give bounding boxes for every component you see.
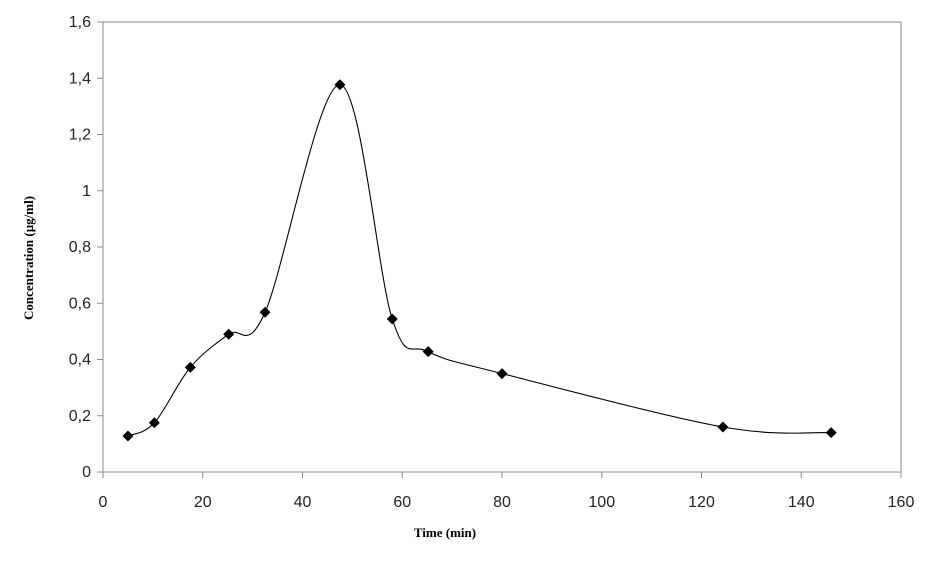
x-axis-ticks: 0 20 40 60 80 100 120 140 160: [99, 472, 915, 511]
x-tick-label: 100: [588, 494, 615, 511]
data-point-marker: [122, 430, 134, 442]
x-tick-label: 140: [788, 494, 815, 511]
series-layer: [122, 79, 837, 442]
y-axis-ticks: 0 0,2 0,4 0,6 0,8 1 1,2 1,4 1,6: [69, 14, 103, 481]
y-tick-label: 0: [82, 464, 91, 481]
x-tick-label: 0: [99, 494, 108, 511]
x-tick-label: 20: [194, 494, 212, 511]
data-point-marker: [223, 328, 235, 340]
data-point-marker: [717, 421, 729, 433]
data-point-marker: [386, 313, 398, 325]
x-tick-label: 40: [294, 494, 312, 511]
y-tick-label: 1,6: [69, 14, 91, 31]
data-point-marker: [184, 361, 196, 373]
y-tick-label: 1,2: [69, 127, 91, 144]
y-tick-label: 1,4: [69, 70, 91, 87]
data-point-marker: [259, 306, 271, 318]
x-axis-title: Time (min): [414, 525, 476, 540]
x-tick-label: 80: [493, 494, 511, 511]
x-tick-label: 60: [393, 494, 411, 511]
y-tick-label: 0,6: [69, 295, 91, 312]
y-tick-label: 0,4: [69, 352, 91, 369]
data-point-marker: [148, 417, 160, 429]
data-point-marker: [334, 79, 346, 91]
data-point-marker: [422, 346, 434, 358]
data-point-marker: [496, 368, 508, 380]
y-tick-label: 1: [82, 183, 91, 200]
x-tick-label: 120: [688, 494, 715, 511]
plot-area: [102, 21, 902, 473]
x-tick-label: 160: [888, 494, 915, 511]
y-tick-label: 0,8: [69, 239, 91, 256]
y-tick-label: 0,2: [69, 408, 91, 425]
data-point-marker: [825, 427, 837, 439]
y-axis-title: Concentration (µg/ml): [21, 196, 36, 320]
